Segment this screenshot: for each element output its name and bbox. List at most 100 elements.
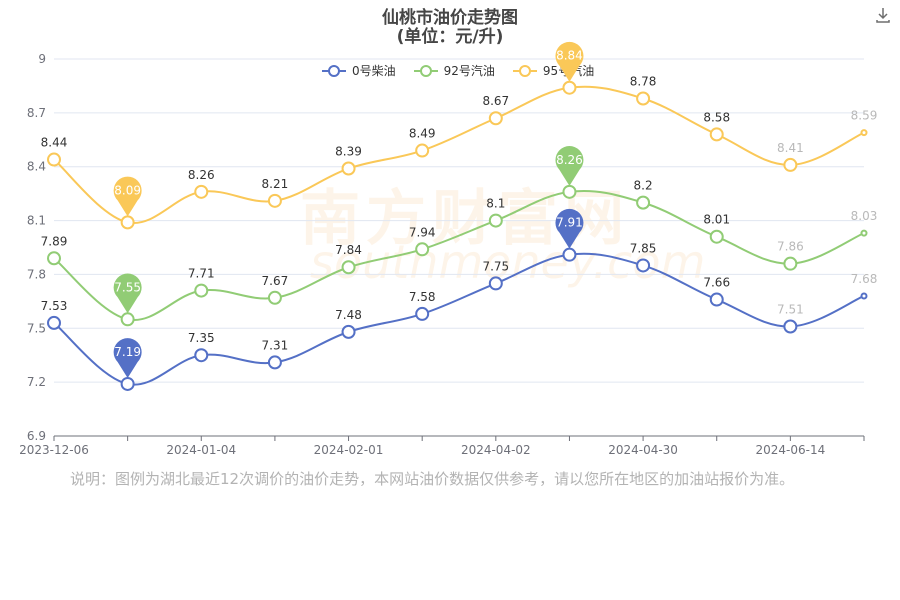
data-label: 7.75: [482, 259, 509, 273]
data-point: [47, 315, 61, 330]
data-label: 8.58: [703, 110, 730, 124]
chart-title: 仙桃市油价走势图: [382, 8, 518, 28]
x-tick-label: 2023-12-06: [19, 443, 89, 457]
data-point: [194, 283, 209, 298]
legend-label: 92号汽油: [443, 64, 495, 78]
data-label: 7.85: [630, 241, 657, 255]
data-label: 7.53: [41, 299, 68, 313]
marker-pin: [555, 146, 584, 186]
marker-pin: [113, 176, 142, 217]
marker-pin: [113, 273, 142, 314]
data-label: 7.58: [409, 290, 436, 304]
data-point: [47, 152, 61, 167]
data-label: 7.94: [409, 225, 436, 239]
y-tick-label: 7.2: [27, 375, 46, 389]
data-label: 7.67: [262, 274, 289, 288]
marker-pin: [555, 41, 584, 82]
x-tick-label: 2024-06-14: [755, 443, 825, 457]
x-tick-label: 2024-04-30: [608, 443, 678, 457]
y-tick-label: 7.5: [27, 321, 46, 335]
data-label: 7.89: [41, 234, 68, 248]
series-line: [53, 85, 865, 225]
data-point: [267, 290, 282, 305]
data-point: [636, 195, 651, 210]
data-point: [341, 260, 356, 275]
data-label: 8.49: [409, 127, 436, 141]
data-point: [194, 184, 209, 199]
data-label: 7.84: [335, 243, 362, 257]
legend-line-icon: [413, 64, 438, 77]
data-point: [636, 91, 651, 106]
data-point: [709, 292, 724, 307]
data-point: [267, 193, 282, 208]
legend-item-92[interactable]: 92号汽油: [413, 62, 495, 79]
data-label: 8.67: [482, 94, 509, 108]
series-line: [53, 252, 865, 386]
marker-pin-label: 7.55: [114, 280, 141, 294]
marker-pin-label: 7.19: [114, 345, 141, 359]
data-label: 7.51: [777, 302, 804, 316]
data-point: [783, 319, 798, 334]
data-point: [709, 127, 724, 142]
legend-line-icon: [512, 64, 537, 77]
data-point: [562, 80, 577, 95]
data-point: [341, 161, 356, 176]
data-point: [267, 355, 282, 370]
data-label: 8.2: [634, 179, 653, 193]
data-label: 7.48: [335, 308, 362, 322]
legend-label: 0号柴油: [352, 64, 396, 78]
data-point: [120, 376, 135, 391]
data-point: [488, 276, 503, 291]
x-tick-label: 2024-02-01: [314, 443, 384, 457]
data-point: [860, 129, 868, 137]
data-label: 8.21: [262, 177, 289, 191]
data-point: [120, 215, 135, 230]
download-icon[interactable]: [874, 6, 892, 24]
y-tick-label: 7.8: [27, 267, 46, 281]
data-point: [194, 348, 209, 363]
chart-subtitle: (单位：元/升): [396, 27, 504, 47]
data-label: 8.01: [703, 213, 730, 227]
data-point: [341, 324, 356, 339]
data-point: [47, 251, 61, 266]
data-label: 7.68: [851, 272, 878, 286]
legend-line-icon: [322, 64, 346, 77]
data-label: 8.03: [851, 209, 878, 223]
data-label: 8.39: [335, 145, 362, 159]
data-label: 8.44: [41, 136, 68, 150]
y-tick-label: 8.1: [27, 214, 46, 228]
chart-note: 说明：图例为湖北最近12次调价的油价走势，本网站油价数据仅供参考，请以您所在地区…: [70, 470, 795, 488]
data-point: [488, 111, 503, 126]
y-tick-label: 8.7: [27, 106, 46, 120]
data-label: 8.59: [851, 109, 878, 123]
marker-pin-label: 8.09: [114, 183, 141, 197]
y-tick-label: 9: [38, 52, 46, 66]
marker-pin: [113, 338, 142, 378]
data-label: 7.86: [777, 240, 804, 254]
y-tick-label: 8.4: [27, 160, 46, 174]
data-point: [860, 292, 868, 300]
marker-pin-label: 8.26: [556, 153, 583, 167]
data-point: [120, 312, 135, 327]
data-point: [415, 143, 430, 158]
marker-pin-label: 8.84: [556, 49, 583, 63]
legend-item-diesel[interactable]: 0号柴油: [322, 62, 396, 79]
data-label: 8.78: [630, 74, 657, 88]
data-point: [860, 229, 868, 237]
legend: 0号柴油 92号汽油 95号汽油: [322, 62, 594, 79]
data-point: [562, 247, 577, 262]
data-point: [783, 157, 798, 172]
data-point: [562, 184, 577, 199]
x-tick-label: 2024-01-04: [166, 443, 236, 457]
data-label: 8.26: [188, 168, 215, 182]
data-point: [415, 242, 430, 257]
data-label: 7.35: [188, 331, 215, 345]
data-point: [415, 306, 430, 321]
x-tick-label: 2024-04-02: [461, 443, 531, 457]
data-label: 7.31: [262, 338, 289, 352]
marker-pin-label: 7.91: [556, 216, 583, 230]
data-label: 7.66: [703, 276, 730, 290]
series-line: [53, 189, 865, 322]
data-label: 8.41: [777, 141, 804, 155]
marker-pin: [555, 208, 584, 249]
